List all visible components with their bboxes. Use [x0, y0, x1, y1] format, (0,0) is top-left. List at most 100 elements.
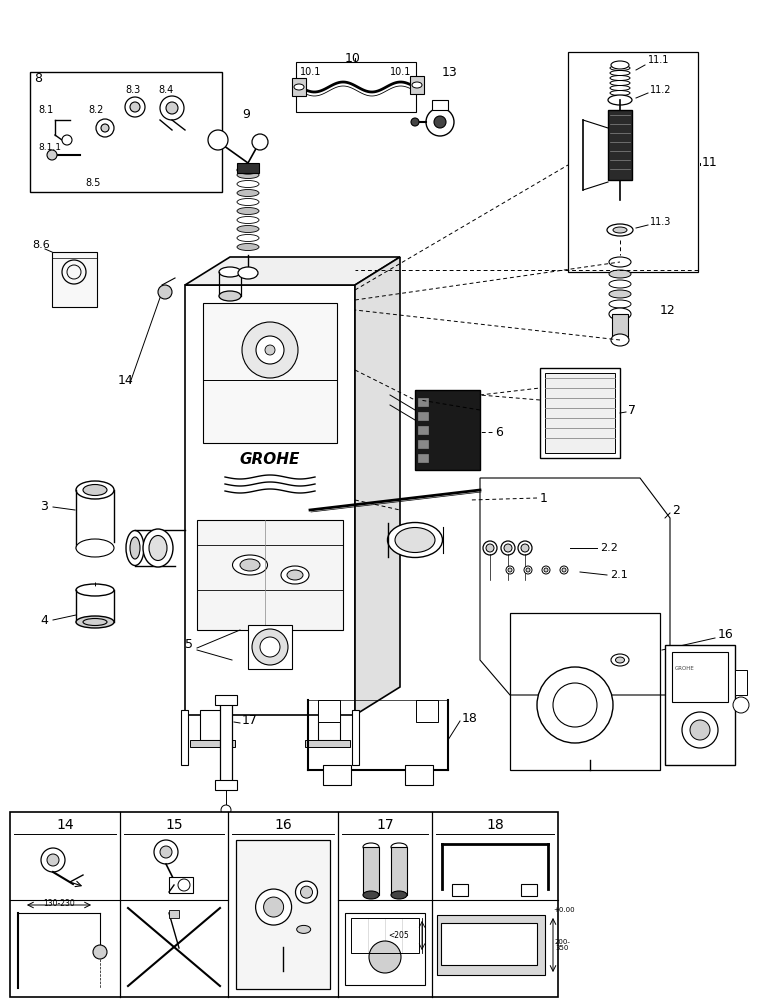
Ellipse shape: [237, 166, 259, 174]
Text: 4: 4: [40, 613, 48, 626]
Text: 6: 6: [495, 426, 503, 438]
Ellipse shape: [240, 559, 260, 571]
Text: 8.5: 8.5: [85, 178, 100, 188]
Circle shape: [263, 897, 283, 917]
Bar: [608, 110, 632, 180]
Ellipse shape: [501, 541, 515, 555]
Ellipse shape: [526, 568, 530, 572]
Ellipse shape: [76, 481, 114, 499]
Ellipse shape: [149, 536, 167, 560]
Ellipse shape: [609, 257, 631, 267]
Text: 18: 18: [462, 712, 478, 724]
Bar: [665, 645, 735, 765]
Text: 8.6: 8.6: [32, 240, 50, 250]
Bar: [391, 847, 407, 895]
Circle shape: [221, 805, 231, 815]
Text: 11.3: 11.3: [650, 217, 671, 227]
Circle shape: [411, 118, 419, 126]
Bar: [197, 520, 343, 630]
Text: 17: 17: [242, 714, 258, 726]
Text: GROHE: GROHE: [239, 452, 300, 468]
Bar: [437, 915, 545, 975]
Circle shape: [733, 697, 749, 713]
Circle shape: [256, 889, 292, 925]
Circle shape: [125, 97, 145, 117]
Ellipse shape: [615, 657, 624, 663]
Text: 11.1: 11.1: [648, 55, 669, 65]
Text: 18: 18: [486, 818, 504, 832]
Ellipse shape: [607, 224, 633, 236]
Ellipse shape: [609, 308, 631, 320]
Bar: [318, 710, 340, 740]
Polygon shape: [185, 285, 355, 715]
Circle shape: [553, 683, 597, 727]
Text: 10.1: 10.1: [390, 67, 411, 77]
Bar: [318, 700, 340, 722]
Ellipse shape: [83, 618, 107, 626]
Text: 10.1: 10.1: [300, 67, 321, 77]
Ellipse shape: [562, 568, 566, 572]
Ellipse shape: [611, 334, 629, 346]
Circle shape: [434, 116, 446, 128]
Bar: [220, 700, 232, 782]
Bar: [441, 923, 537, 965]
Circle shape: [242, 322, 298, 378]
Bar: [416, 700, 438, 722]
Ellipse shape: [387, 522, 443, 558]
Text: 8.3: 8.3: [125, 85, 140, 95]
Text: 14: 14: [56, 818, 74, 832]
Polygon shape: [305, 740, 350, 747]
Text: 9: 9: [242, 108, 250, 121]
Bar: [52, 252, 97, 307]
Circle shape: [93, 945, 107, 959]
Bar: [418, 454, 428, 462]
Bar: [181, 710, 188, 765]
Ellipse shape: [560, 566, 568, 574]
Bar: [521, 884, 537, 896]
Ellipse shape: [265, 345, 275, 355]
Bar: [296, 62, 416, 112]
Text: 7: 7: [628, 403, 636, 416]
Ellipse shape: [237, 208, 259, 215]
Ellipse shape: [96, 119, 114, 137]
Text: 8.1.1: 8.1.1: [38, 143, 61, 152]
Ellipse shape: [611, 61, 629, 69]
Ellipse shape: [486, 544, 494, 552]
Ellipse shape: [609, 280, 631, 288]
Circle shape: [154, 840, 178, 864]
Text: 8.4: 8.4: [158, 85, 173, 95]
Bar: [418, 440, 428, 448]
Text: 14: 14: [118, 373, 134, 386]
Ellipse shape: [483, 541, 497, 555]
Ellipse shape: [237, 226, 259, 232]
Ellipse shape: [521, 544, 529, 552]
Text: 15: 15: [166, 818, 182, 832]
Bar: [545, 373, 615, 453]
Bar: [418, 398, 428, 406]
Ellipse shape: [506, 566, 514, 574]
Ellipse shape: [609, 300, 631, 308]
Text: 10: 10: [345, 51, 361, 64]
Ellipse shape: [281, 566, 309, 584]
Bar: [568, 52, 698, 272]
Ellipse shape: [237, 234, 259, 241]
Ellipse shape: [238, 267, 258, 279]
Ellipse shape: [294, 84, 304, 90]
Bar: [30, 72, 222, 192]
Ellipse shape: [391, 891, 407, 899]
Circle shape: [208, 130, 228, 150]
Ellipse shape: [130, 537, 140, 559]
Ellipse shape: [76, 584, 114, 596]
Text: 130-230: 130-230: [43, 898, 75, 908]
Text: +0.00: +0.00: [553, 907, 574, 913]
Ellipse shape: [608, 95, 632, 105]
Ellipse shape: [237, 180, 259, 188]
Bar: [169, 910, 179, 918]
Circle shape: [47, 150, 57, 160]
Circle shape: [260, 637, 280, 657]
Ellipse shape: [237, 243, 259, 250]
Bar: [200, 710, 222, 740]
Circle shape: [160, 846, 172, 858]
Circle shape: [158, 285, 172, 299]
Ellipse shape: [363, 843, 379, 851]
